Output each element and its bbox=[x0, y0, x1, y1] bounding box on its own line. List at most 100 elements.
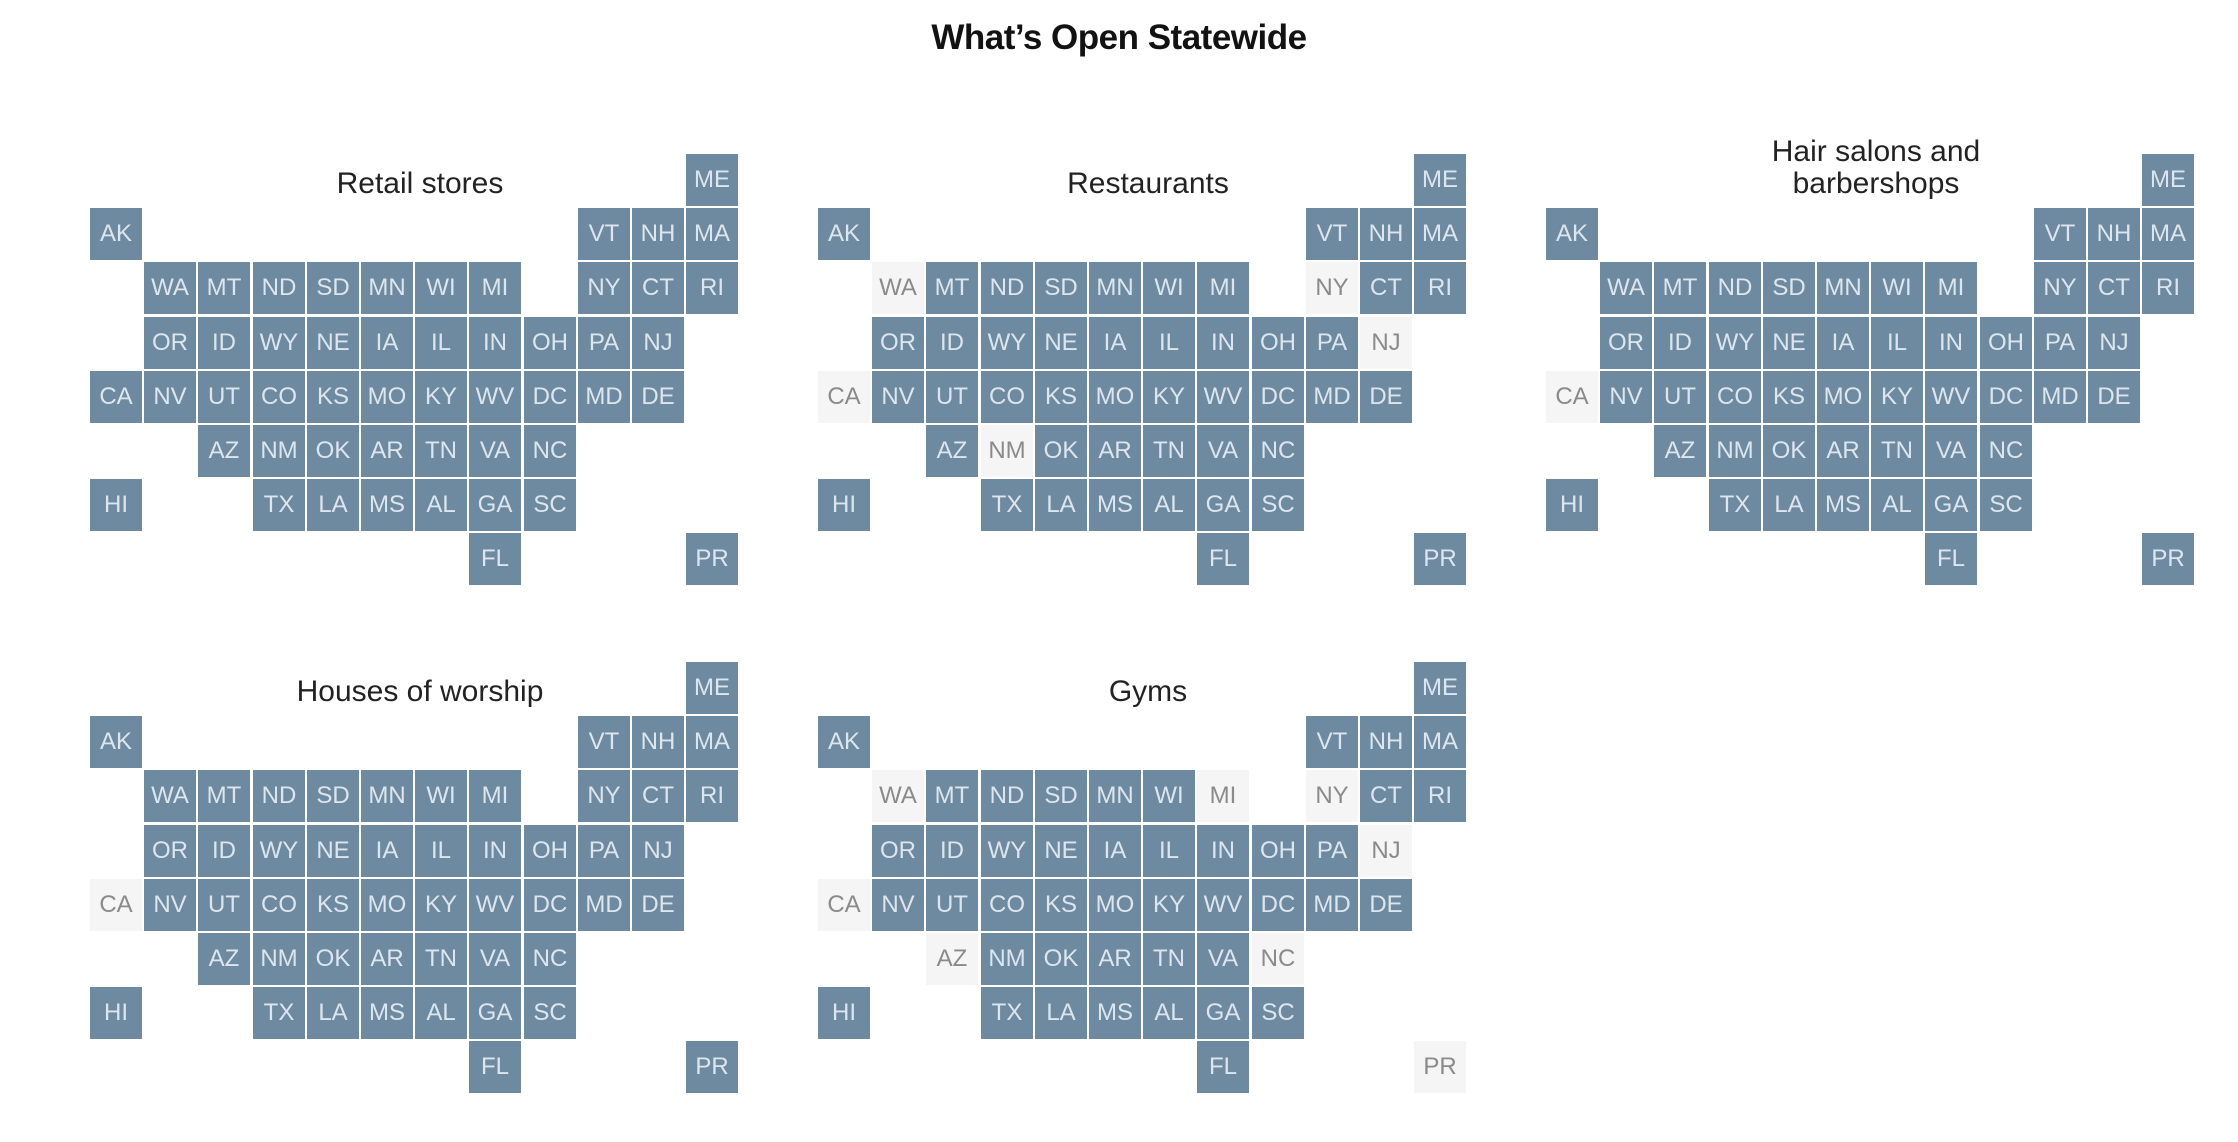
state-tile-hi: HI bbox=[818, 987, 870, 1039]
state-tile-tn: TN bbox=[415, 425, 467, 477]
state-tile-ky: KY bbox=[1143, 879, 1195, 931]
state-tile-sd: SD bbox=[1763, 262, 1815, 314]
state-tile-il: IL bbox=[1143, 317, 1195, 369]
state-tile-mi: MI bbox=[469, 770, 521, 822]
state-tile-ok: OK bbox=[1763, 425, 1815, 477]
state-tile-va: VA bbox=[1197, 425, 1249, 477]
state-tile-in: IN bbox=[1925, 317, 1977, 369]
state-tile-md: MD bbox=[1306, 879, 1358, 931]
state-tile-vt: VT bbox=[1306, 716, 1358, 768]
state-tile-nj: NJ bbox=[632, 825, 684, 877]
state-tile-sd: SD bbox=[307, 770, 359, 822]
state-tile-me: ME bbox=[686, 154, 738, 206]
state-tile-al: AL bbox=[415, 479, 467, 531]
state-tile-in: IN bbox=[1197, 825, 1249, 877]
state-tile-ne: NE bbox=[307, 317, 359, 369]
state-tile-wv: WV bbox=[1197, 371, 1249, 423]
state-tile-wi: WI bbox=[1143, 770, 1195, 822]
state-tile-ks: KS bbox=[307, 371, 359, 423]
state-tile-ms: MS bbox=[1089, 479, 1141, 531]
state-tile-vt: VT bbox=[2034, 208, 2086, 260]
state-tile-ct: CT bbox=[2088, 262, 2140, 314]
state-tile-pa: PA bbox=[578, 825, 630, 877]
state-tile-nd: ND bbox=[253, 262, 305, 314]
state-tile-oh: OH bbox=[1980, 317, 2032, 369]
state-tile-ne: NE bbox=[1763, 317, 1815, 369]
state-tile-co: CO bbox=[981, 879, 1033, 931]
state-tile-hi: HI bbox=[1546, 479, 1598, 531]
state-tile-de: DE bbox=[632, 371, 684, 423]
panel-title-line: Hair salons and bbox=[1771, 135, 1981, 168]
state-tile-fl: FL bbox=[469, 1041, 521, 1093]
state-tile-wi: WI bbox=[1871, 262, 1923, 314]
state-tile-ri: RI bbox=[1414, 770, 1466, 822]
panel-title-line: Restaurants bbox=[1067, 167, 1229, 200]
state-tile-tx: TX bbox=[1709, 479, 1761, 531]
state-tile-fl: FL bbox=[469, 533, 521, 585]
state-tile-ut: UT bbox=[198, 371, 250, 423]
state-tile-ak: AK bbox=[818, 716, 870, 768]
state-tile-de: DE bbox=[1360, 371, 1412, 423]
state-tile-pa: PA bbox=[578, 317, 630, 369]
state-tile-ms: MS bbox=[361, 479, 413, 531]
state-tile-va: VA bbox=[1197, 933, 1249, 985]
state-tile-pa: PA bbox=[1306, 825, 1358, 877]
state-tile-dc: DC bbox=[524, 879, 576, 931]
state-tile-sc: SC bbox=[524, 987, 576, 1039]
panel-title-houses-of-worship: Houses of worship bbox=[230, 676, 610, 708]
panel-title-line: Retail stores bbox=[336, 167, 504, 200]
state-tile-la: LA bbox=[1035, 987, 1087, 1039]
state-tile-nd: ND bbox=[253, 770, 305, 822]
state-tile-id: ID bbox=[1654, 317, 1706, 369]
state-tile-co: CO bbox=[981, 371, 1033, 423]
state-tile-ma: MA bbox=[686, 716, 738, 768]
state-tile-ar: AR bbox=[1817, 425, 1869, 477]
state-tile-vt: VT bbox=[578, 716, 630, 768]
state-tile-ne: NE bbox=[1035, 825, 1087, 877]
state-tile-ct: CT bbox=[1360, 770, 1412, 822]
state-tile-sd: SD bbox=[307, 262, 359, 314]
state-tile-oh: OH bbox=[524, 825, 576, 877]
state-tile-ks: KS bbox=[1763, 371, 1815, 423]
state-tile-oh: OH bbox=[1252, 317, 1304, 369]
state-tile-ky: KY bbox=[1871, 371, 1923, 423]
state-tile-il: IL bbox=[1143, 825, 1195, 877]
state-tile-ga: GA bbox=[469, 479, 521, 531]
state-tile-ut: UT bbox=[198, 879, 250, 931]
state-tile-nh: NH bbox=[2088, 208, 2140, 260]
state-tile-la: LA bbox=[1763, 479, 1815, 531]
state-tile-al: AL bbox=[1143, 479, 1195, 531]
state-tile-in: IN bbox=[1197, 317, 1249, 369]
state-tile-md: MD bbox=[578, 879, 630, 931]
state-tile-nv: NV bbox=[144, 879, 196, 931]
state-tile-vt: VT bbox=[578, 208, 630, 260]
state-tile-tx: TX bbox=[981, 987, 1033, 1039]
state-tile-me: ME bbox=[1414, 662, 1466, 714]
state-tile-nm: NM bbox=[253, 425, 305, 477]
state-tile-ct: CT bbox=[1360, 262, 1412, 314]
state-tile-id: ID bbox=[926, 317, 978, 369]
state-tile-ar: AR bbox=[1089, 425, 1141, 477]
state-tile-nc: NC bbox=[1252, 933, 1304, 985]
state-tile-ny: NY bbox=[578, 262, 630, 314]
state-tile-tn: TN bbox=[1871, 425, 1923, 477]
state-tile-mo: MO bbox=[1089, 879, 1141, 931]
state-tile-ks: KS bbox=[1035, 371, 1087, 423]
state-tile-wy: WY bbox=[253, 317, 305, 369]
state-tile-ms: MS bbox=[361, 987, 413, 1039]
state-tile-ak: AK bbox=[90, 208, 142, 260]
state-tile-co: CO bbox=[253, 371, 305, 423]
state-tile-mi: MI bbox=[469, 262, 521, 314]
state-tile-nm: NM bbox=[981, 933, 1033, 985]
state-tile-sd: SD bbox=[1035, 262, 1087, 314]
state-tile-nc: NC bbox=[524, 933, 576, 985]
panel-gyms: Gyms ME AK VT NH MA WA MT ND SD MN WI MI NY CT RI OR ID W… bbox=[818, 626, 1483, 1093]
state-tile-va: VA bbox=[469, 933, 521, 985]
state-tile-mt: MT bbox=[1654, 262, 1706, 314]
state-tile-sc: SC bbox=[1252, 479, 1304, 531]
state-tile-ny: NY bbox=[578, 770, 630, 822]
state-tile-nh: NH bbox=[632, 208, 684, 260]
panel-hair-salons: Hair salons and barbershops ME AK VT NH MA WA… bbox=[1546, 118, 2211, 585]
state-tile-wa: WA bbox=[1600, 262, 1652, 314]
panel-title-restaurants: Restaurants bbox=[958, 168, 1338, 200]
